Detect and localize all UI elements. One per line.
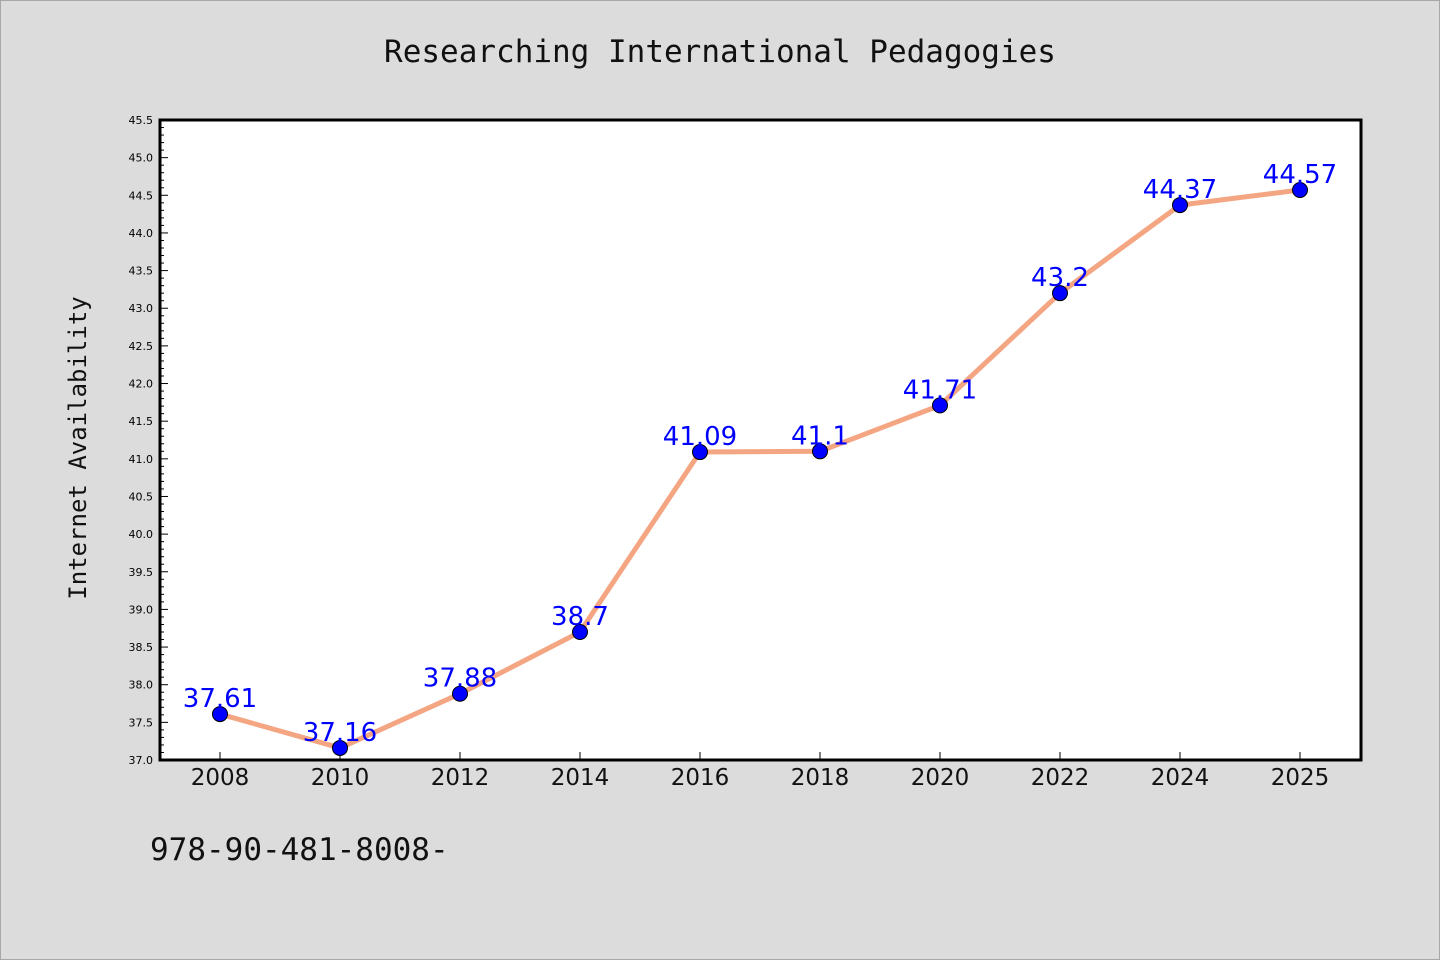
data-point: [212, 706, 228, 723]
x-axis: 2008 2010 2012 2014 2016 2018 2020 2022 2024 2025: [191, 752, 1330, 791]
y-tick-label: 38.5: [129, 641, 154, 654]
x-tick-label: 2016: [671, 765, 730, 791]
y-tick-label: 39.0: [129, 603, 154, 616]
y-tick-label: 45.5: [129, 114, 154, 127]
x-tick-label: 2025: [1271, 765, 1330, 791]
y-tick-label: 40.0: [129, 528, 154, 541]
data-point: [332, 739, 348, 756]
data-point: [932, 397, 948, 414]
data-point: [692, 444, 708, 461]
data-markers: [212, 182, 1308, 756]
series-line: [217, 187, 1303, 751]
y-tick-label: 37.0: [129, 754, 154, 767]
y-tick-label: 41.0: [129, 453, 154, 466]
data-label: 37.61: [183, 684, 257, 714]
x-tick-label: 2010: [311, 765, 370, 791]
y-tick-label: 43.0: [129, 302, 154, 315]
data-label: 41.09: [663, 422, 737, 452]
x-tick-label: 2012: [431, 765, 490, 791]
x-tick-label: 2014: [551, 765, 610, 791]
data-label: 41.71: [903, 375, 977, 405]
x-tick-label: 2020: [911, 765, 970, 791]
y-tick-label: 38.0: [129, 679, 154, 692]
data-label: 37.16: [303, 718, 377, 748]
footnote: 978-90-481-8008-: [150, 832, 449, 868]
y-tick-label: 42.5: [129, 340, 154, 353]
x-tick-label: 2024: [1151, 765, 1210, 791]
data-point: [1172, 197, 1188, 214]
y-tick-label: 41.5: [129, 415, 154, 428]
data-label: 41.1: [791, 421, 849, 451]
data-labels: 37.61 37.16 37.88 38.7 41.09 41.1 41.71 43.2 44.…: [183, 160, 1337, 748]
y-tick-label: 43.5: [129, 265, 154, 278]
data-point: [812, 443, 828, 460]
data-point: [452, 685, 468, 702]
x-tick-label: 2008: [191, 765, 250, 791]
y-tick-label: 42.0: [129, 378, 154, 391]
data-point: [572, 624, 588, 640]
data-label: 38.7: [551, 602, 609, 632]
y-tick-label: 37.5: [129, 716, 154, 729]
data-label: 37.88: [423, 664, 497, 694]
x-tick-label: 2022: [1031, 765, 1090, 791]
data-point: [1052, 285, 1068, 302]
y-axis: 37.0 37.5 38.0 38.5 39.0 39.5 40.0 40.5 41.0 41.5…: [129, 114, 168, 767]
y-tick-label: 44.5: [129, 189, 154, 202]
data-label: 44.37: [1143, 175, 1217, 205]
chart-title: Researching International Pedagogies: [384, 34, 1056, 70]
y-tick-label: 44.0: [129, 227, 154, 240]
y-tick-label: 39.5: [129, 566, 154, 579]
plot-area: [158, 118, 1363, 762]
y-tick-label: 40.5: [129, 490, 154, 503]
data-label: 43.2: [1031, 263, 1089, 293]
data-label: 44.57: [1263, 160, 1337, 190]
y-tick-label: 45.0: [129, 152, 154, 165]
x-tick-label: 2018: [791, 765, 850, 791]
data-point: [1292, 182, 1308, 199]
